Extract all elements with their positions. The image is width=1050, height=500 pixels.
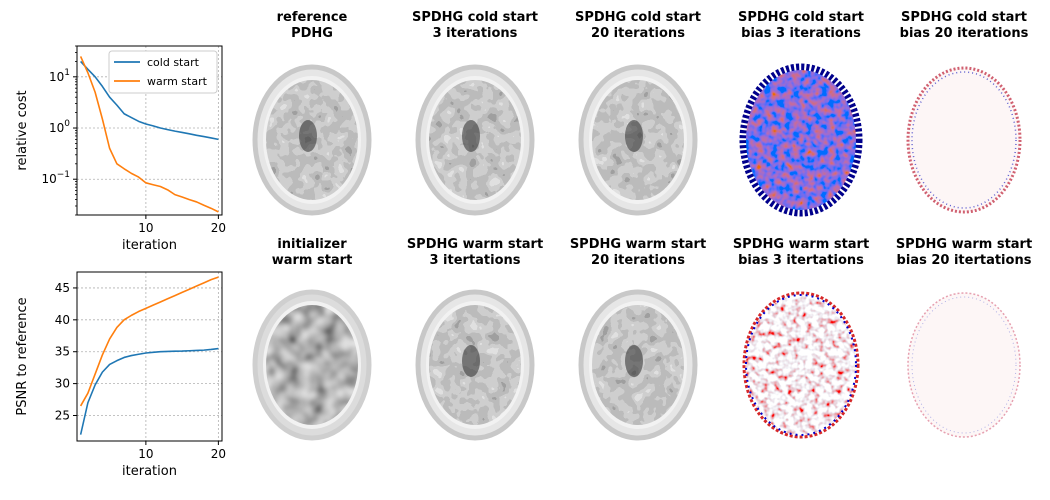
panel-title-line: reference <box>277 10 348 25</box>
panel-title-line: SPDHG warm start <box>896 237 1032 252</box>
y-tick-label: 45 <box>55 281 70 295</box>
y-tick-exponent: 1 <box>64 68 70 78</box>
panel-title-line: SPDHG cold start <box>901 10 1027 25</box>
series-line-warm <box>79 276 219 407</box>
bias-rim <box>907 292 1021 438</box>
legend-label-warm: warm start <box>147 75 208 88</box>
bias-texture <box>746 70 856 210</box>
brain-tissue <box>266 80 358 200</box>
ventricle <box>462 345 480 377</box>
bias-rim-inner <box>911 71 1017 209</box>
y-tick-label: 30 <box>55 377 70 391</box>
y-tick-label: 100 <box>49 119 70 135</box>
x-tick-label: 10 <box>138 447 153 461</box>
x-tick-label: 10 <box>138 221 153 235</box>
panel-title-line: 20 iterations <box>591 253 685 268</box>
brain-tissue <box>266 305 358 425</box>
y-tick-label: 40 <box>55 313 70 327</box>
brain-texture <box>266 305 358 425</box>
series-line-cold <box>80 60 219 141</box>
y-tick-exponent: −1 <box>57 170 70 180</box>
y-tick-base: 10 <box>49 121 64 135</box>
bias-rim-blue <box>745 294 857 436</box>
panel-title-line: SPDHG warm start <box>570 237 706 252</box>
bias-map <box>746 70 856 210</box>
panel-title-line: initializer <box>277 237 347 252</box>
series-line-warm <box>79 56 219 213</box>
bias-rim-inner <box>911 296 1017 434</box>
y-tick-label: 101 <box>49 68 70 84</box>
legend: cold start warm start <box>108 50 218 94</box>
axes-frame <box>76 271 223 442</box>
bias-rim <box>742 291 860 439</box>
series-line-cold <box>79 347 219 435</box>
panel-title-line: bias 20 itertations <box>897 253 1032 268</box>
panel-title-line: PDHG <box>291 26 333 41</box>
y-axis-label: PSNR to reference <box>15 297 30 415</box>
brain-tissue <box>429 305 521 425</box>
panel-title-line: SPDHG cold start <box>575 10 701 25</box>
brain-tissue <box>429 80 521 200</box>
y-axis-label: relative cost <box>15 90 30 170</box>
panel-title-line: SPDHG cold start <box>412 10 538 25</box>
y-tick-base: 10 <box>49 70 64 84</box>
panel-title-line: bias 3 iterations <box>741 26 861 41</box>
brain-tissue <box>592 305 684 425</box>
panel-title-line: 20 iterations <box>591 26 685 41</box>
x-tick-label: 20 <box>211 221 226 235</box>
y-tick-base: 10 <box>41 172 56 186</box>
bias-rim <box>906 66 1022 214</box>
y-tick-label: 10−1 <box>41 170 70 186</box>
y-tick-label: 35 <box>55 345 70 359</box>
panel-title-line: SPDHG cold start <box>738 10 864 25</box>
legend-label-cold: cold start <box>147 56 200 69</box>
ventricle <box>299 120 317 152</box>
x-axis-label: iteration <box>122 238 177 253</box>
brain-tissue <box>592 80 684 200</box>
panel-title-line: warm start <box>272 253 353 268</box>
x-axis-label: iteration <box>122 464 177 479</box>
panel-title-line: 3 iterations <box>433 26 518 41</box>
ventricle <box>462 120 480 152</box>
x-tick-label: 20 <box>211 447 226 461</box>
bias-texture <box>746 295 856 435</box>
ventricle <box>625 345 643 377</box>
panel-title-line: bias 20 iterations <box>900 26 1029 41</box>
bias-rim <box>739 63 863 217</box>
line-chart-2: 10 20 25 30 35 40 45 iteration PSNR to reference <box>15 271 226 479</box>
y-tick-label: 25 <box>55 408 70 422</box>
panel-title-line: SPDHG warm start <box>733 237 869 252</box>
panel-title-line: bias 3 itertations <box>738 253 864 268</box>
panel-title-line: 3 itertations <box>429 253 520 268</box>
bias-map <box>746 295 856 435</box>
ventricle <box>625 120 643 152</box>
y-tick-exponent: 0 <box>64 119 70 129</box>
panel-title-line: SPDHG warm start <box>407 237 543 252</box>
axes-frame <box>76 45 223 216</box>
